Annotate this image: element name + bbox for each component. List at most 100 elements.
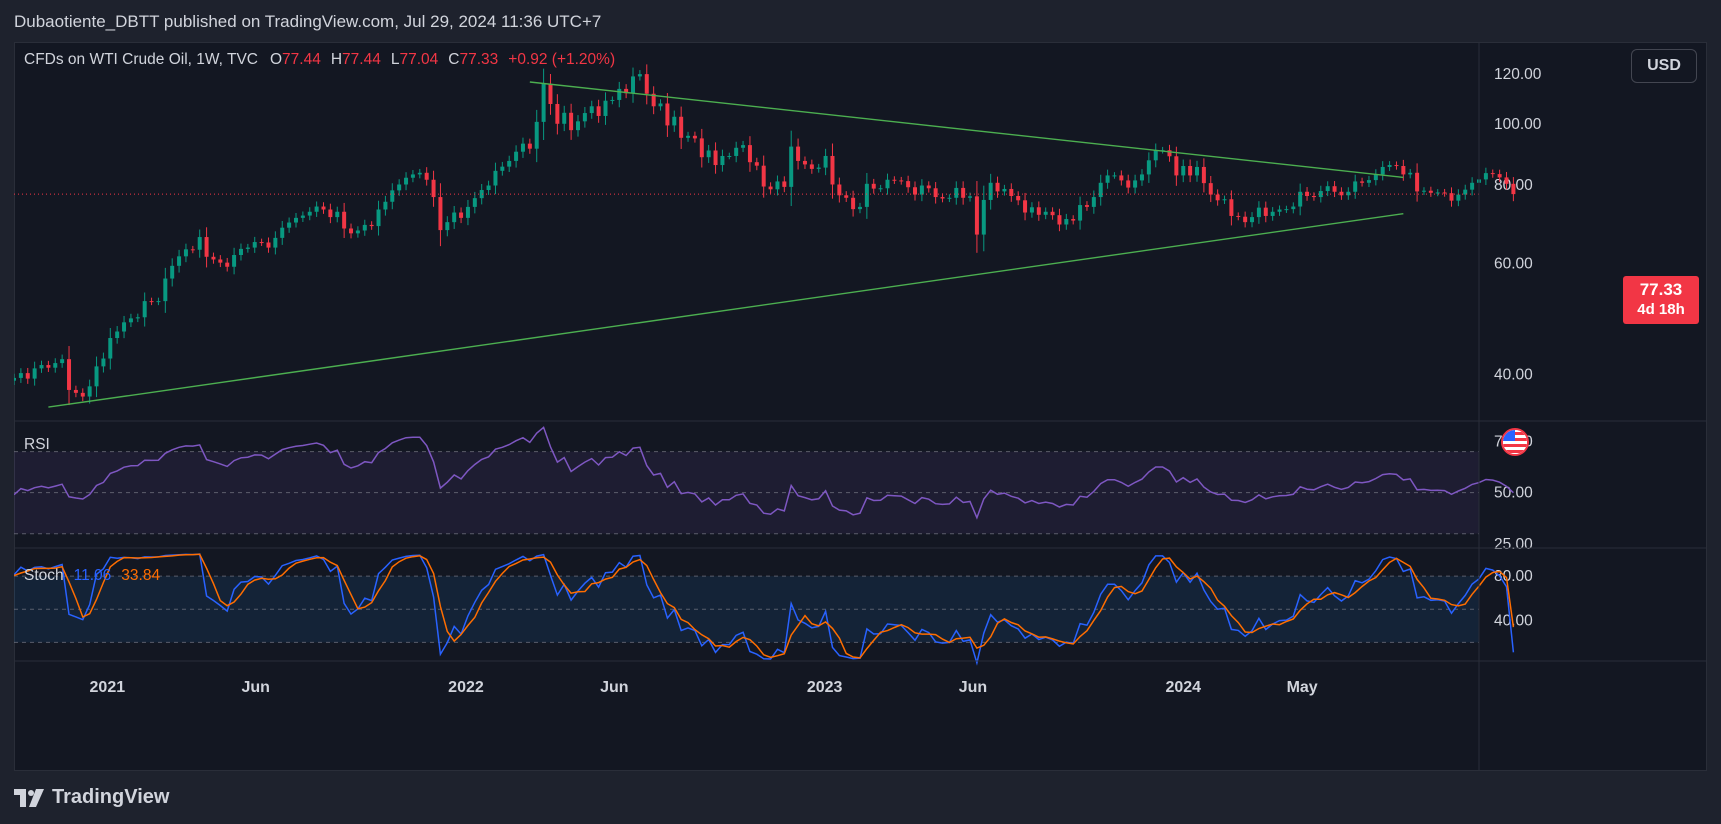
change-value: +0.92 (+1.20%) <box>508 51 615 68</box>
candle-body <box>1270 211 1275 216</box>
candle-body <box>232 255 237 267</box>
candle <box>761 155 766 198</box>
candle-body <box>1387 165 1392 167</box>
candle <box>672 110 677 132</box>
candle-body <box>204 237 209 257</box>
candle <box>562 105 567 132</box>
candle-body <box>1153 150 1158 161</box>
candle <box>1091 190 1096 214</box>
candle <box>651 86 656 115</box>
bar-countdown: 4d 18h <box>1637 301 1685 318</box>
candle-body <box>1064 219 1069 225</box>
candle-body <box>500 166 505 171</box>
candle <box>1463 184 1468 200</box>
candle <box>534 109 539 163</box>
rsi-label: RSI <box>24 436 50 453</box>
time-tick-label: May <box>1287 679 1318 696</box>
candle-body <box>87 386 92 397</box>
candle-body <box>321 206 326 210</box>
candle <box>899 176 904 185</box>
candle-body <box>981 199 986 235</box>
candle <box>328 203 333 224</box>
candle <box>1023 192 1028 221</box>
time-tick-label: Jun <box>241 679 269 696</box>
candle <box>410 170 415 183</box>
candle-body <box>1201 166 1206 184</box>
candle-body <box>177 256 182 266</box>
candle <box>156 297 161 306</box>
trendline <box>48 212 1404 408</box>
symbol-name: CFDs on WTI Crude Oil, 1W, TVC <box>24 51 258 68</box>
candle <box>1146 152 1151 183</box>
candle <box>1373 169 1378 186</box>
candle-body <box>830 155 835 185</box>
open-value: 77.44 <box>282 51 321 68</box>
chart-frame[interactable] <box>14 42 1707 771</box>
candle <box>1029 202 1034 218</box>
candle <box>906 175 911 193</box>
candle-body <box>1250 217 1255 223</box>
candle-body <box>789 146 794 187</box>
currency-button[interactable]: USD <box>1631 49 1697 83</box>
candle-body <box>259 242 264 244</box>
candle <box>465 199 470 226</box>
time-tick-label: 2023 <box>807 679 843 696</box>
candle-body <box>39 365 44 369</box>
candle <box>122 315 127 339</box>
candle-body <box>878 188 883 190</box>
candle <box>637 70 642 81</box>
candle <box>954 181 959 205</box>
candle <box>108 328 113 370</box>
candle <box>1112 172 1117 179</box>
candle <box>1428 186 1433 197</box>
candle-body <box>974 196 979 235</box>
candle <box>349 223 354 239</box>
us-flag-icon[interactable] <box>1501 428 1529 456</box>
candle-body <box>603 100 608 116</box>
candle <box>238 243 243 261</box>
candle-body <box>1421 190 1426 192</box>
candle <box>259 238 264 246</box>
candle-body <box>637 74 642 77</box>
candle-body <box>362 224 367 231</box>
candle-body <box>1463 189 1468 195</box>
candle <box>1036 201 1041 221</box>
candle-body <box>885 179 890 189</box>
candle <box>287 217 292 233</box>
candle <box>851 190 856 217</box>
candle <box>1002 184 1007 196</box>
candle <box>459 207 464 224</box>
candle-body <box>170 265 175 279</box>
candle <box>383 195 388 216</box>
candle <box>610 96 615 105</box>
candle-body <box>1174 156 1179 176</box>
candle-body <box>1360 181 1365 183</box>
candle <box>73 385 78 398</box>
candle-body <box>507 160 512 167</box>
candle <box>14 373 16 385</box>
svg-text:CFDs on WTI Crude Oil, 1W, TVC: CFDs on WTI Crude Oil, 1W, TVC O77.44 H77.… <box>24 51 615 68</box>
candle-body <box>397 184 402 191</box>
time-axis: 2021 Jun 2022 Jun 2023 Jun 2024 May <box>90 679 1318 696</box>
candle-body <box>424 172 429 180</box>
candle <box>713 142 718 174</box>
candle-body <box>287 222 292 228</box>
candle-body <box>514 151 519 161</box>
candle-body <box>720 155 725 166</box>
candle <box>300 211 305 222</box>
candle-body <box>142 301 147 318</box>
indicator-tick-label: 80.00 <box>1494 568 1533 585</box>
candle-body <box>747 145 752 163</box>
candle <box>293 213 298 228</box>
candle-body <box>335 211 340 218</box>
time-tick-label: Jun <box>600 679 628 696</box>
candle-body <box>431 179 436 198</box>
candle <box>981 185 986 252</box>
candle <box>1098 174 1103 206</box>
candle-body <box>844 195 849 198</box>
candle <box>1229 190 1234 226</box>
candle <box>1277 205 1282 216</box>
candle-body <box>1408 172 1413 175</box>
candle <box>857 202 862 214</box>
